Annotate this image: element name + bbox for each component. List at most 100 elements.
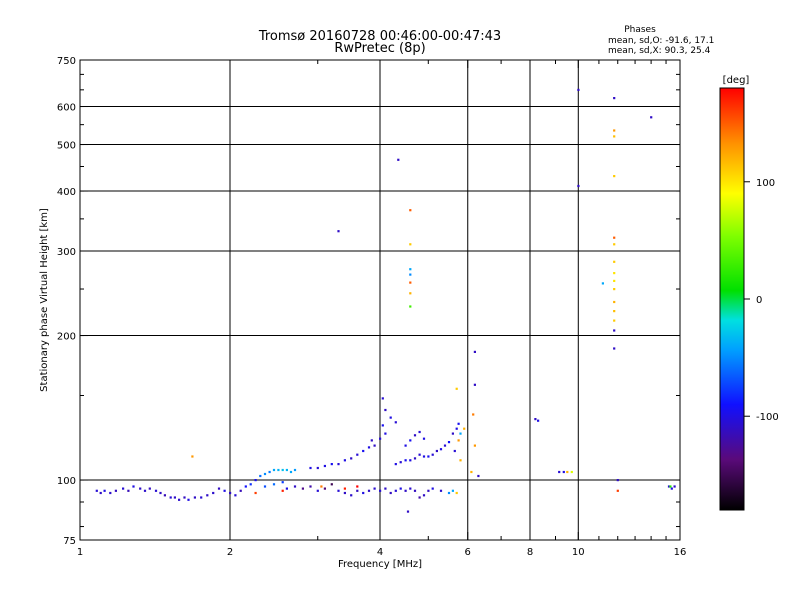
data-point — [132, 485, 135, 488]
data-point — [409, 305, 412, 308]
data-point — [459, 432, 462, 435]
colorbar: [deg] 100 0 -100 — [719, 75, 779, 511]
data-point — [103, 489, 106, 492]
colorbar-label: [deg] — [723, 75, 750, 86]
data-point — [139, 487, 142, 490]
data-point — [249, 483, 252, 486]
data-point — [223, 489, 226, 492]
data-point — [406, 510, 410, 513]
x-tick-label: 8 — [527, 547, 533, 558]
data-point — [268, 470, 271, 474]
data-point — [616, 489, 619, 492]
data-point — [381, 424, 384, 427]
y-tick-label: 100 — [57, 476, 76, 487]
data-point — [613, 135, 616, 138]
data-point — [443, 444, 447, 447]
data-point — [229, 491, 232, 495]
data-point — [379, 489, 382, 492]
chart-subtitle: RwPretec (8p) — [334, 41, 425, 56]
data-point — [413, 489, 417, 492]
data-point — [463, 427, 466, 430]
data-point — [127, 489, 130, 492]
y-tick-label: 200 — [57, 332, 76, 343]
data-point — [293, 485, 297, 488]
x-tick-label: 2 — [227, 547, 233, 558]
data-point — [613, 329, 616, 332]
data-point — [670, 487, 673, 490]
y-axis: 75 100 200 300 400 500 600 750 — [57, 56, 680, 547]
data-point — [309, 485, 312, 488]
data-point — [455, 491, 458, 495]
data-point — [217, 487, 221, 490]
data-point — [613, 97, 616, 100]
data-point — [384, 432, 387, 435]
colorbar-tick-label: 0 — [756, 295, 762, 306]
data-point — [453, 449, 456, 453]
data-point — [537, 419, 540, 422]
data-point — [122, 487, 125, 490]
data-point — [277, 468, 280, 472]
data-point — [427, 455, 430, 458]
data-point — [409, 243, 412, 246]
data-point — [263, 485, 267, 488]
data-point — [534, 418, 537, 421]
data-point — [577, 88, 580, 91]
data-point — [301, 487, 304, 490]
data-point — [613, 129, 616, 132]
x-axis: 1 2 4 6 8 10 16 — [77, 60, 687, 558]
data-point — [293, 468, 297, 472]
data-point — [418, 453, 421, 456]
data-point — [431, 487, 434, 490]
data-point — [244, 485, 247, 488]
data-point — [613, 300, 616, 304]
data-point — [613, 236, 616, 239]
data-point — [316, 466, 319, 470]
y-tick-label: 75 — [63, 536, 76, 547]
data-point — [409, 209, 412, 212]
data-point — [409, 268, 412, 271]
data-point — [384, 408, 387, 412]
data-point — [409, 281, 412, 284]
title-block: Tromsø 20160728 00:46:00-00:47:43 RwPret… — [258, 29, 501, 56]
data-point — [381, 397, 384, 400]
data-point — [379, 437, 382, 440]
data-point — [613, 310, 616, 313]
data-point — [435, 449, 438, 453]
data-point — [187, 498, 190, 501]
data-point — [337, 463, 340, 466]
data-point — [154, 489, 158, 492]
data-point — [389, 416, 392, 419]
data-point — [272, 468, 276, 472]
data-point — [330, 483, 333, 486]
data-point — [159, 491, 162, 495]
data-point — [558, 470, 561, 474]
data-point — [95, 489, 98, 492]
data-point — [455, 427, 458, 430]
data-point — [394, 421, 397, 424]
x-tick-label: 10 — [572, 547, 585, 558]
chart-title: Tromsø 20160728 00:46:00-00:47:43 — [258, 29, 501, 44]
data-point — [285, 468, 288, 472]
data-point — [373, 487, 376, 490]
data-point — [613, 279, 616, 282]
data-point — [673, 485, 676, 488]
data-point — [422, 455, 426, 458]
data-point — [337, 489, 340, 492]
data-point — [570, 470, 573, 474]
data-point — [418, 430, 421, 434]
data-point — [367, 489, 371, 492]
data-point — [212, 491, 215, 495]
data-point — [389, 491, 392, 495]
data-point — [169, 496, 172, 499]
data-point — [320, 485, 323, 488]
data-point — [350, 457, 353, 460]
data-point — [439, 448, 443, 451]
data-point — [418, 496, 421, 499]
plot-grid — [80, 60, 680, 540]
x-tick-label: 4 — [377, 547, 383, 558]
x-tick-label: 16 — [674, 547, 687, 558]
data-point — [239, 489, 242, 492]
data-point — [337, 230, 340, 233]
y-axis-label: Stationary phase Virtual Height [km] — [39, 208, 50, 392]
data-point — [323, 487, 326, 490]
